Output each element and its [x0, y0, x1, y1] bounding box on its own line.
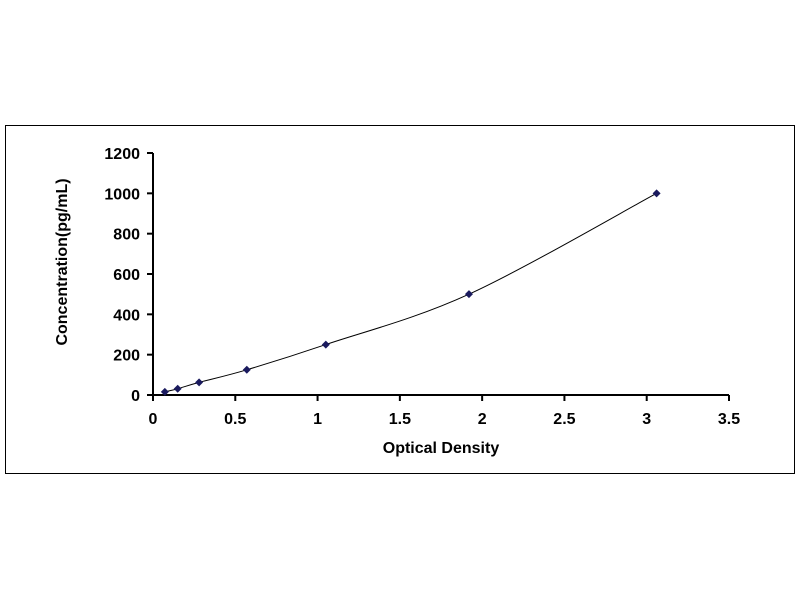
y-tick-label: 400	[113, 307, 140, 324]
x-tick-label: 1	[313, 411, 322, 428]
x-tick-label: 2.5	[553, 411, 575, 428]
x-tick-label: 2	[478, 411, 487, 428]
y-tick-label: 800	[113, 227, 140, 244]
data-point	[652, 189, 661, 198]
chart-frame	[5, 125, 795, 474]
data-point	[195, 378, 204, 387]
data-point	[173, 384, 182, 393]
y-tick-label: 1200	[104, 146, 140, 163]
x-tick-label: 1.5	[389, 411, 411, 428]
x-tick-label: 0	[149, 411, 158, 428]
data-point	[160, 387, 169, 396]
x-tick-label: 0.5	[224, 411, 246, 428]
x-axis-label: Optical Density	[383, 440, 500, 457]
data-point	[321, 340, 330, 349]
x-tick-label: 3.5	[718, 411, 740, 428]
y-tick-label: 600	[113, 267, 140, 284]
x-tick-label: 3	[642, 411, 651, 428]
data-point	[242, 365, 251, 374]
y-axis-label: Concentration(pg/mL)	[54, 178, 71, 345]
y-tick-label: 1000	[104, 186, 140, 203]
y-tick-label: 200	[113, 348, 140, 365]
data-point	[464, 290, 473, 299]
y-tick-label: 0	[131, 388, 140, 405]
